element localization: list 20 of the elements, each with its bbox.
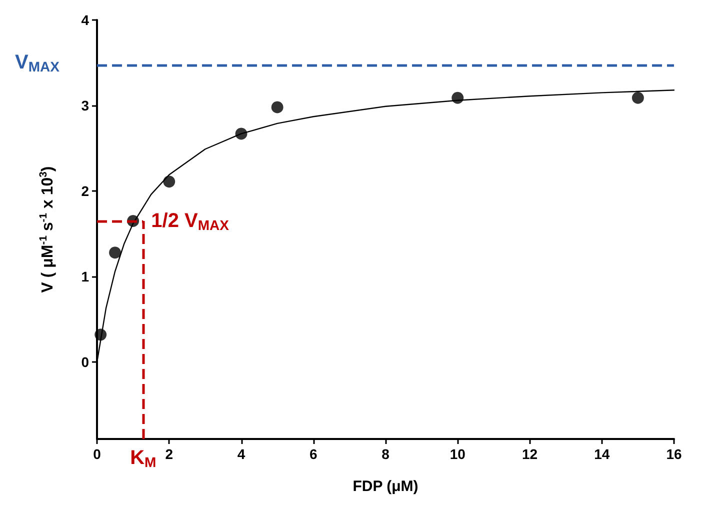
x-tick-label: 12	[522, 446, 538, 462]
x-tick-label: 6	[309, 446, 318, 462]
point	[632, 92, 644, 104]
y-tick-label: 0	[81, 354, 90, 370]
y-tick-label: 4	[81, 12, 90, 28]
x-tick-label: 16	[666, 446, 682, 462]
y-tick-label: 3	[81, 98, 90, 114]
x-tick-label: 14	[594, 446, 610, 462]
x-tick-label: 10	[450, 446, 466, 462]
y-tick-label: 1	[81, 268, 90, 285]
point	[271, 101, 284, 114]
y-tick-label: 2	[81, 183, 90, 200]
point	[109, 246, 122, 259]
y-axis-title: V ( μM-1 s-1 x 103)	[38, 166, 56, 293]
x-tick-label: 0	[93, 446, 102, 462]
x-tick-label: 2	[165, 446, 174, 462]
x-tick-label: 8	[382, 446, 390, 462]
x-tick-label: 4	[237, 446, 246, 462]
point	[163, 176, 176, 188]
x-axis-title: FDP (μM)	[352, 478, 418, 495]
